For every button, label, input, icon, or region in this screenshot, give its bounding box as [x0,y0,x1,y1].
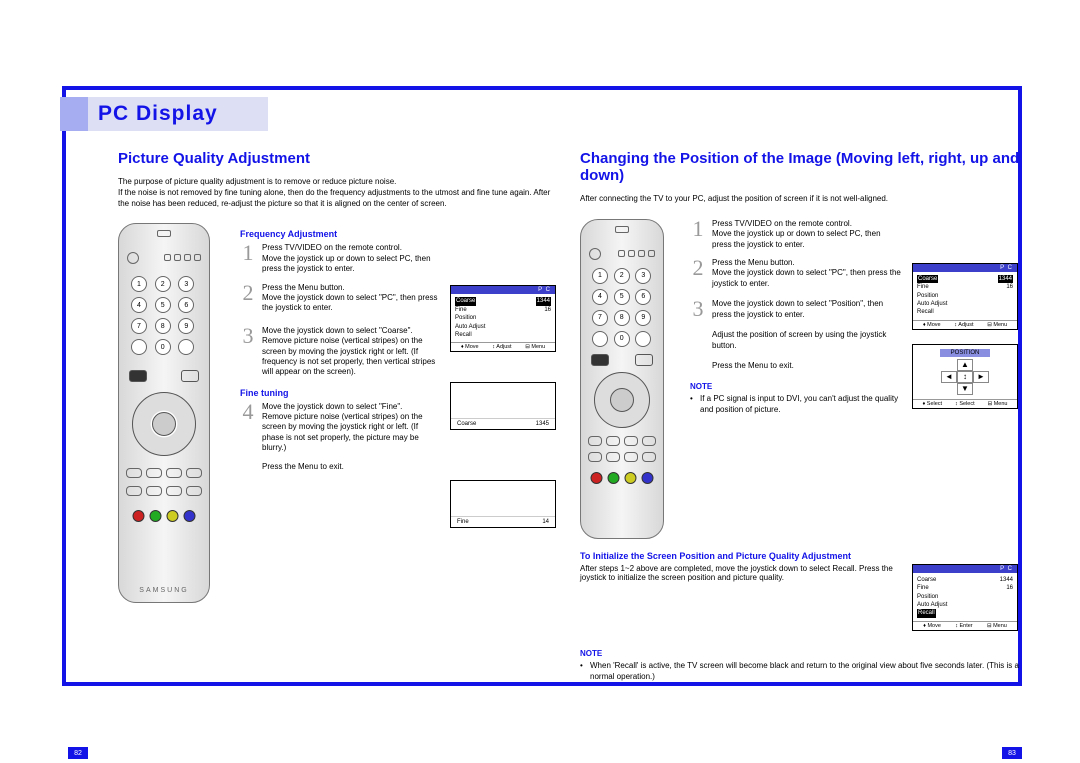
step-text: Press TV/VIDEO on the remote control. Mo… [262,243,440,274]
step-text: Move the joystick down to select "Fine".… [262,402,440,454]
page-number-left: 82 [68,747,88,759]
step-number: 1 [690,219,706,239]
left-page: Picture Quality Adjustment The purpose o… [118,150,558,603]
section-tab: PC Display [60,97,268,131]
step-text: Move the joystick down to select "Positi… [712,299,902,372]
osd-pc-menu: P C Coarse1344 Fine16 Position Auto Adju… [912,263,1018,330]
step-number: 3 [690,299,706,319]
remote-illustration: 1234567890 SAMSUNG [118,223,210,603]
osd-position: POSITION ▲ ◄↕► ▼ ♦ Select↕ Select⊟ Menu [912,344,1018,409]
step-text: Move the joystick down to select "Coarse… [262,326,440,378]
left-title: Picture Quality Adjustment [118,150,558,167]
osd-fine: Fine14 [450,480,556,528]
step-exit: Press the Menu to exit. [262,462,440,472]
step-number: 2 [240,283,256,303]
osd-pc-menu: P C Coarse1344 Fine16 Position Auto Adju… [450,285,556,352]
right-title: Changing the Position of the Image (Movi… [580,150,1020,184]
remote-logo: SAMSUNG [119,587,209,594]
remote-illustration: 1234567890 [580,219,664,539]
step-text: Press the Menu button. Move the joystick… [262,283,440,314]
step-text: Press the Menu button. Move the joystick… [712,258,902,289]
step-text: Press TV/VIDEO on the remote control. Mo… [712,219,902,250]
right-intro: After connecting the TV to your PC, adju… [580,194,1020,205]
osd-coarse: Coarse1345 [450,382,556,430]
init-title: To Initialize the Screen Position and Pi… [580,551,1020,561]
left-intro: The purpose of picture quality adjustmen… [118,177,558,209]
fine-heading: Fine tuning [240,388,440,398]
right-page: Changing the Position of the Image (Movi… [580,150,1020,682]
step-number: 1 [240,243,256,263]
note-text: When 'Recall' is active, the TV screen w… [580,661,1020,683]
page-number-right: 83 [1002,747,1022,759]
step-number: 3 [240,326,256,346]
note-label: NOTE [690,382,902,391]
note-label: NOTE [580,649,1020,658]
step-number: 2 [690,258,706,278]
freq-heading: Frequency Adjustment [240,229,440,239]
note-text: If a PC signal is input to DVI, you can'… [690,394,902,416]
osd-recall: P C Coarse1344 Fine16 Position Auto Adju… [912,564,1018,631]
tab-title: PC Display [98,102,218,126]
step-number: 4 [240,402,256,422]
init-text: After steps 1~2 above are completed, mov… [580,564,902,639]
